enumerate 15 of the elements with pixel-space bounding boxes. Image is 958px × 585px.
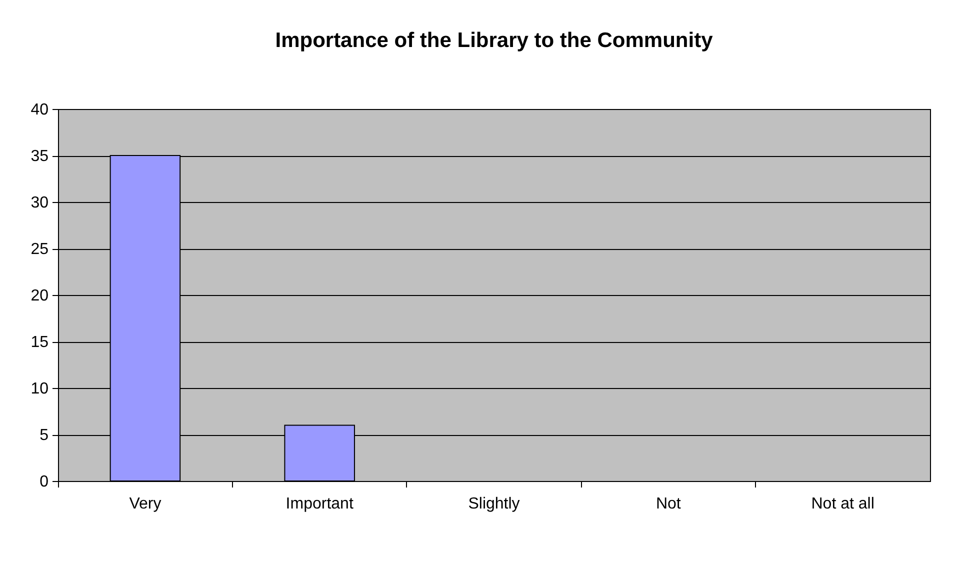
x-tick-label: Not: [656, 496, 682, 512]
y-tick-label: 20: [30, 288, 49, 304]
x-tick-label: Slightly: [468, 496, 520, 512]
y-tick-label: 5: [40, 427, 49, 444]
x-tick-label: Not at all: [811, 496, 874, 512]
y-tick-label: 0: [40, 474, 49, 490]
y-tick-label: 35: [30, 148, 49, 165]
y-tick-label: 10: [30, 380, 49, 398]
chart-title: Importance of the Library to the Community: [275, 29, 714, 52]
y-tick-label: 15: [30, 334, 49, 351]
y-tick-label: 40: [30, 102, 49, 118]
x-tick-label: Very: [129, 496, 162, 512]
y-tick-label: 25: [30, 241, 49, 258]
y-tick-label: 30: [30, 194, 49, 212]
x-tick-label: Important: [286, 496, 354, 512]
